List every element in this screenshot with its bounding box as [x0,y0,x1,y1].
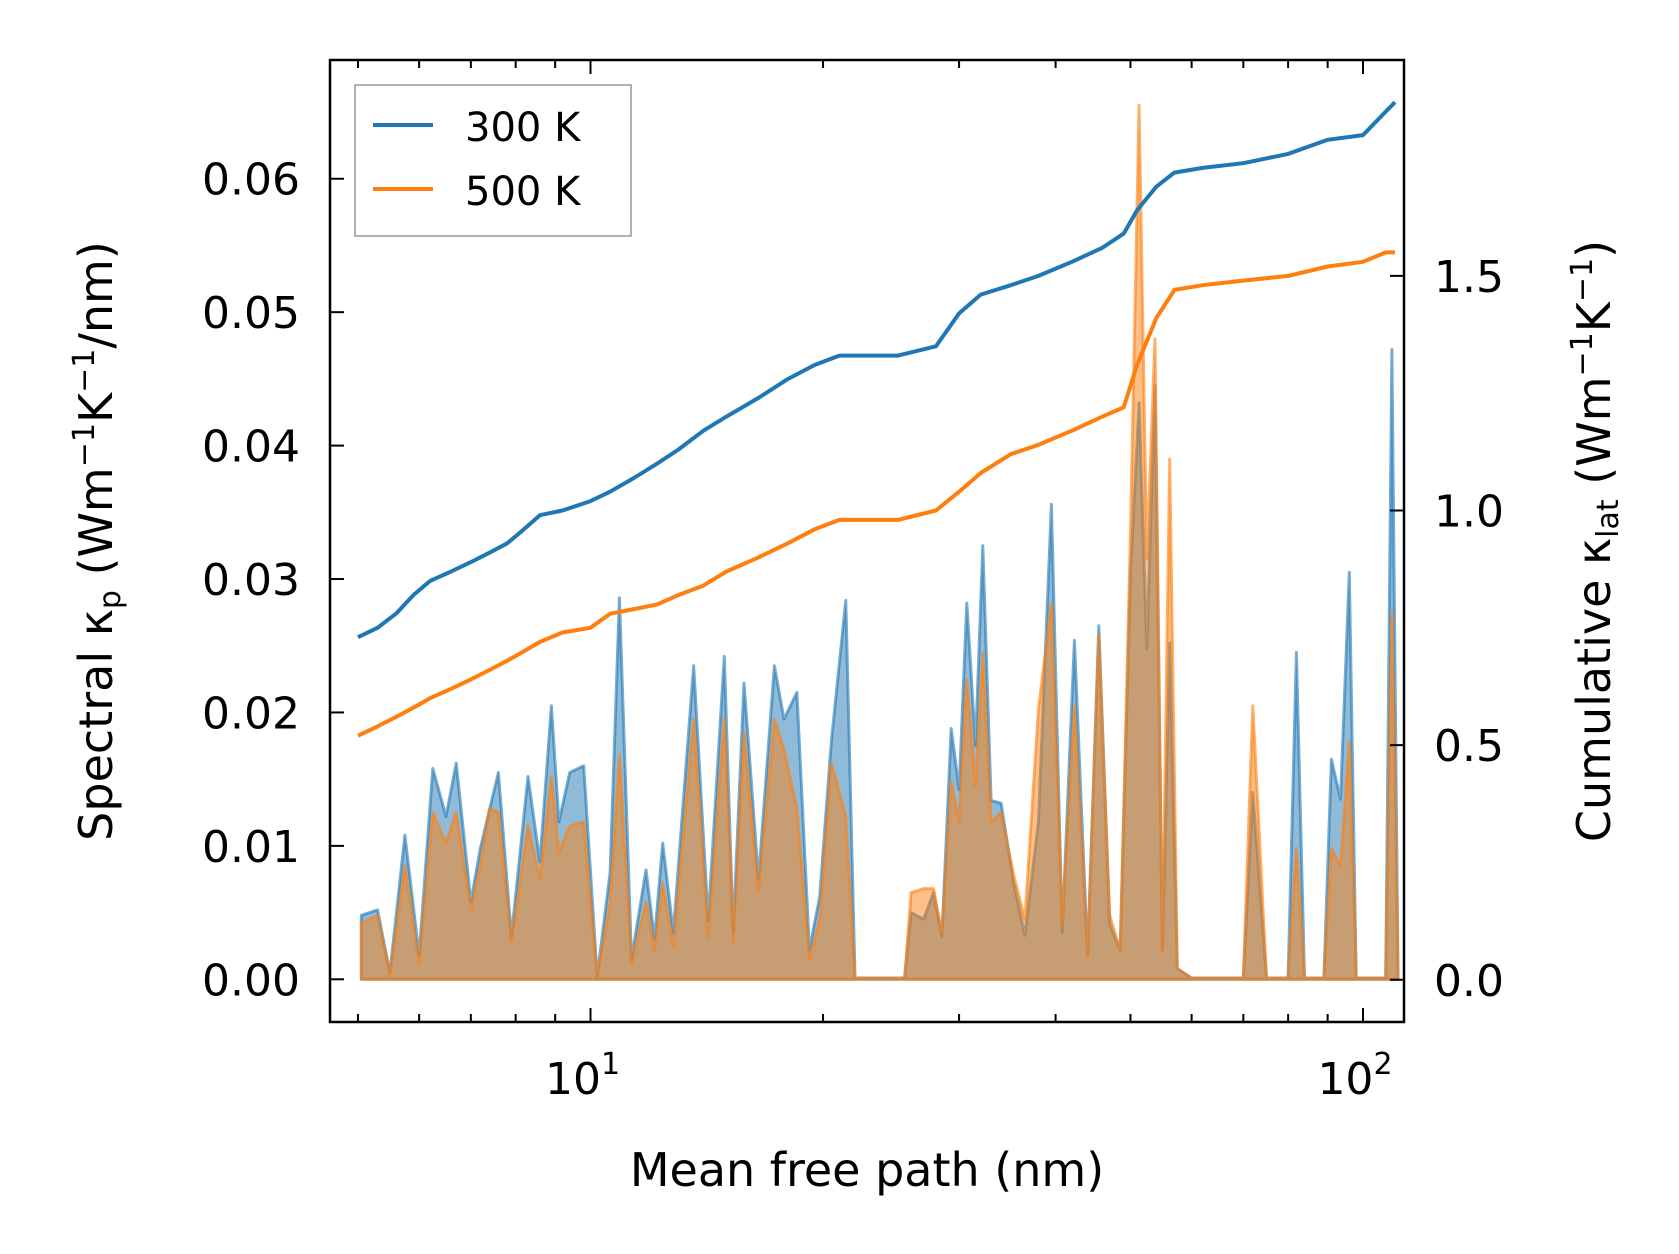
axis-ticks [330,60,1404,1022]
y-left-tick-label: 0.01 [202,822,300,873]
y-right-tick-label: 1.5 [1434,252,1504,303]
cumulative-lines [357,100,1397,738]
x-axis-label: Mean free path (nm) [630,1143,1104,1197]
y-left-tick-label: 0.05 [202,288,300,339]
legend: 300 K 500 K [354,84,632,237]
y-left-tick-label: 0.04 [202,422,300,473]
x-tick-label: 101 [545,1047,620,1105]
y-left-tick-label: 0.03 [202,555,300,606]
y-left-tick-label: 0.06 [202,155,300,206]
legend-label-300k: 300 K [465,105,582,151]
x-tick-label: 102 [1317,1047,1392,1105]
axis-tick-labels: 101 102 0.00 0.01 0.02 0.03 0.04 0.05 0.06 0.0 0.5… [202,155,1504,1105]
spectral-areas [359,103,1400,981]
spectral-area-500k [359,103,1400,981]
y-axis-label-left: Spectral κp (Wm−1K−1/nm) [67,241,128,841]
y-right-tick-label: 0.5 [1434,721,1504,772]
legend-box [354,84,632,237]
y-axis-label-right: Cumulative κlat (Wm−1K−1) [1565,240,1626,842]
y-left-tick-label: 0.00 [202,955,300,1006]
cumulative-line-500k [357,250,1395,738]
legend-label-500k: 500 K [465,169,582,215]
cumulative-line-300k [357,100,1397,640]
y-right-tick-label: 1.0 [1434,486,1504,537]
plot-frame [328,58,1406,1024]
y-left-tick-label: 0.02 [202,688,300,739]
y-right-tick-label: 0.0 [1434,956,1504,1007]
